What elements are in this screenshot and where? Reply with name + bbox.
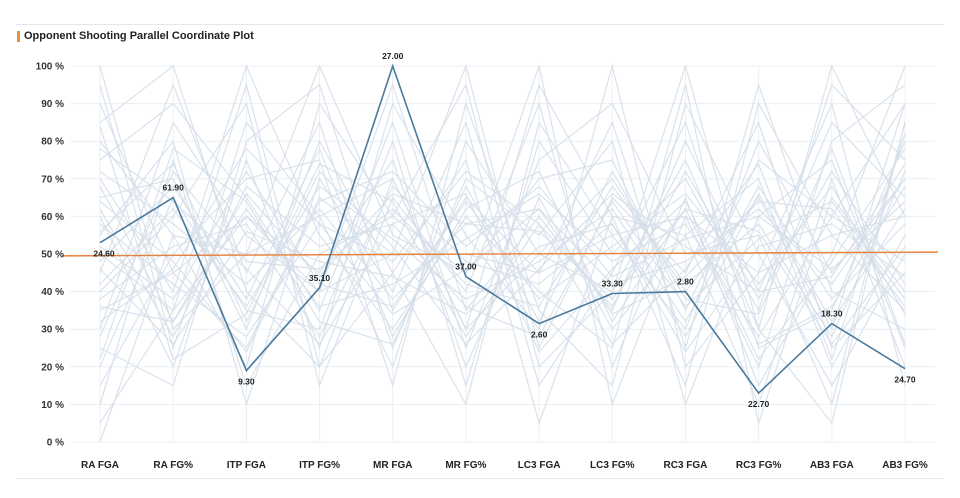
data-label: 24.70: [894, 375, 916, 385]
y-tick-label: 40 %: [41, 287, 64, 298]
x-axis-label: MR FG%: [445, 460, 486, 471]
x-axis-label: AB3 FG%: [882, 460, 928, 471]
y-tick-label: 0 %: [47, 438, 64, 449]
data-label: 37.00: [455, 262, 477, 272]
y-tick-label: 50 %: [41, 250, 64, 261]
data-label: 61.90: [163, 183, 185, 193]
data-label: 2.60: [531, 330, 548, 340]
x-axis-label: LC3 FGA: [518, 460, 561, 471]
background-series-line: [99, 158, 906, 369]
highlight-series-line: [99, 63, 906, 395]
x-axis-label: LC3 FG%: [590, 460, 635, 471]
background-series-line: [99, 147, 906, 323]
y-tick-label: 100 %: [36, 62, 64, 73]
background-series-line: [99, 223, 906, 353]
y-tick-label: 60 %: [41, 212, 64, 223]
background-series-line: [99, 162, 906, 346]
background-series-line: [99, 185, 906, 338]
data-label: 18.30: [821, 309, 843, 319]
background-series-line: [99, 147, 906, 361]
y-tick-label: 80 %: [41, 137, 64, 148]
y-tick-label: 70 %: [41, 174, 64, 185]
data-label: 2.80: [677, 277, 694, 287]
labels-layer: 0 % 10 % 20 % 30 % 40 % 50 % 60 % 70 % 80 % 90 % 1…: [36, 51, 928, 471]
bottom-divider: [16, 478, 944, 479]
background-series-line: [99, 103, 906, 293]
reference-line-layer: [61, 251, 939, 257]
data-label: 24.60: [93, 249, 115, 259]
background-series-line: [99, 101, 906, 388]
background-series-line: [99, 148, 906, 353]
background-series-line: [99, 103, 906, 405]
y-tick-label: 90 %: [41, 99, 64, 110]
reference-line: [61, 251, 939, 257]
x-axis-label: AB3 FGA: [810, 460, 854, 471]
y-tick-label: 20 %: [41, 362, 64, 373]
x-axis-label: RA FG%: [153, 460, 193, 471]
title-marker: [17, 30, 20, 42]
highlight-series-layer: [99, 63, 906, 395]
x-axis-label: RC3 FG%: [736, 460, 782, 471]
background-series-line: [99, 63, 906, 407]
x-axis-label: MR FGA: [373, 460, 412, 471]
background-series-line: [99, 82, 906, 387]
data-label: 27.00: [382, 51, 404, 61]
x-axis-label: RA FGA: [81, 460, 119, 471]
x-axis-label: RC3 FGA: [664, 460, 708, 471]
background-series-line: [99, 170, 906, 353]
y-tick-label: 30 %: [41, 325, 64, 336]
data-label: 33.30: [602, 278, 624, 288]
background-series-line: [99, 170, 906, 338]
background-series-line: [99, 192, 906, 346]
chart-header: Opponent Shooting Parallel Coordinate Pl…: [17, 29, 254, 43]
x-axis-label: ITP FGA: [227, 460, 266, 471]
background-lines-layer: [99, 63, 906, 443]
data-label: 9.30: [238, 377, 255, 387]
data-label: 35.10: [309, 273, 331, 283]
top-divider: [16, 24, 944, 25]
x-axis-label: ITP FG%: [299, 460, 340, 471]
chart-title: Opponent Shooting Parallel Coordinate Pl…: [24, 30, 254, 42]
data-label: 22.70: [748, 399, 770, 409]
y-tick-label: 10 %: [41, 400, 64, 411]
